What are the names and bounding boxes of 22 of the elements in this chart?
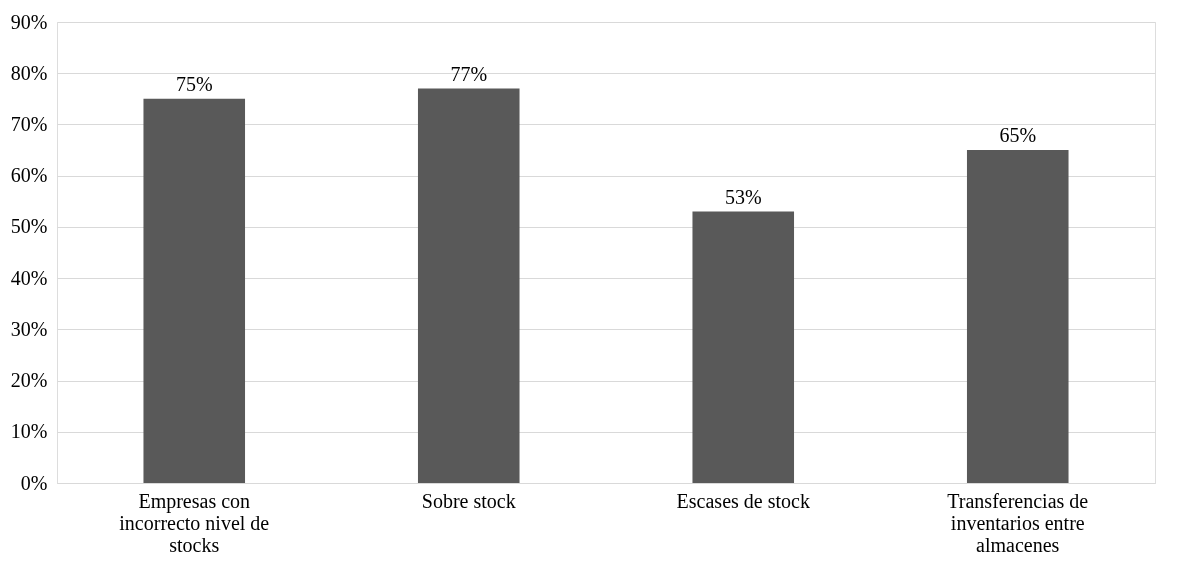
y-tick-label: 50% xyxy=(10,215,48,238)
y-tick-label: 0% xyxy=(20,471,48,494)
y-tick-label: 90% xyxy=(10,10,48,33)
data-label: 77% xyxy=(450,62,488,85)
data-label: 53% xyxy=(724,185,762,208)
x-tick-label: Sobre stock xyxy=(421,489,516,512)
x-tick-label: Empresas con incorrecto nivel de stocks xyxy=(119,489,270,556)
bar xyxy=(417,88,520,483)
bar xyxy=(692,211,795,483)
data-label: 65% xyxy=(999,124,1037,147)
y-tick-label: 70% xyxy=(10,112,48,135)
bar xyxy=(143,98,246,483)
y-tick-label: 40% xyxy=(10,266,48,289)
bar xyxy=(966,150,1069,483)
y-tick-label: 60% xyxy=(10,164,48,187)
data-label: 75% xyxy=(175,72,213,95)
y-tick-label: 80% xyxy=(10,61,48,84)
y-tick-label: 10% xyxy=(10,420,48,443)
y-tick-label: 20% xyxy=(10,369,48,392)
x-tick-label: Transferencias de inventarios entre almacenes xyxy=(947,489,1089,556)
y-tick-label: 30% xyxy=(10,317,48,340)
x-tick-label: Escases de stock xyxy=(676,489,810,512)
